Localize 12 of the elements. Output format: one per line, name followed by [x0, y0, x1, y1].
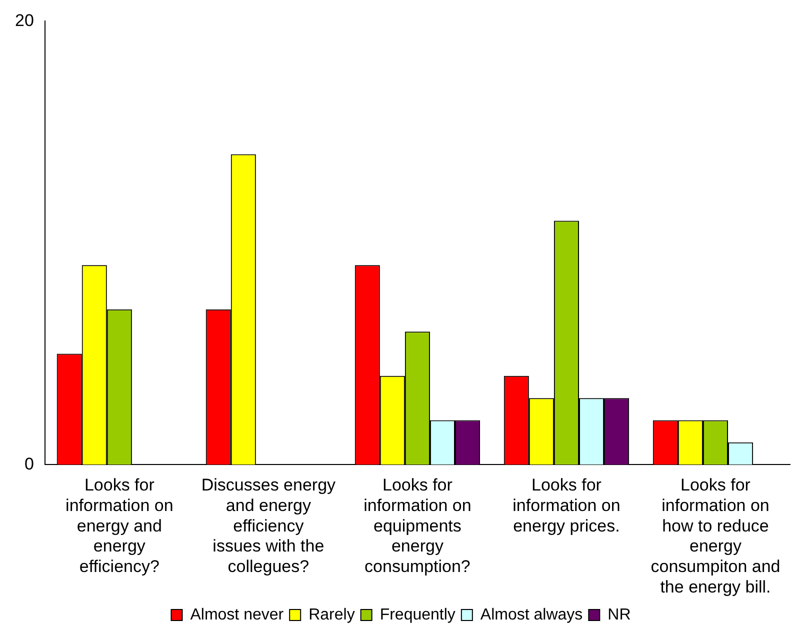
- y-tick-label: 20: [14, 10, 34, 30]
- legend-label: NR: [608, 606, 631, 624]
- legend-label: Almost always: [480, 606, 583, 624]
- x-tick-label: Discusses energy and energy efficiency issues with the collegues?: [201, 475, 336, 576]
- y-tick-label: 0: [24, 454, 34, 474]
- legend-label: Rarely: [308, 606, 355, 624]
- x-tick-label: Looks for information on energy and energy efficiency?: [66, 475, 174, 576]
- x-tick-label: Looks for information on equipments energy consumption?: [364, 475, 472, 576]
- legend-label: Almost never: [190, 606, 284, 624]
- x-tick-label: Looks for information on how to reduce energy consumpiton and the energy bill.: [650, 475, 780, 596]
- x-tick-label: Looks for information on energy prices.: [512, 475, 620, 536]
- legend-label: Frequently: [380, 606, 456, 624]
